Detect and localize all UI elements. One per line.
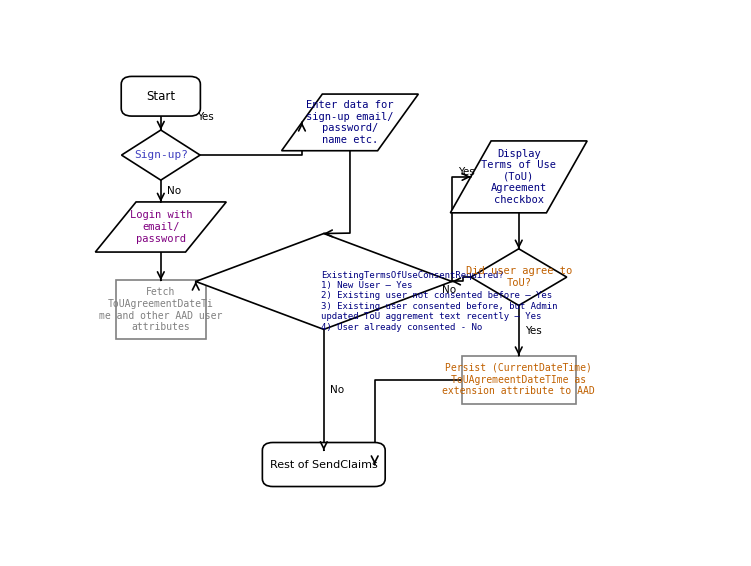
Polygon shape [451,141,587,213]
Polygon shape [95,202,226,252]
Text: Login with
email/
password: Login with email/ password [130,211,192,243]
FancyBboxPatch shape [262,443,385,487]
Polygon shape [471,249,567,306]
Text: Yes: Yes [524,325,541,336]
Text: Start: Start [146,90,176,103]
Text: No: No [167,186,181,196]
Text: ExistingTermsOfUseConsentRequired?
1) New User – Yes
2) Existing user not consen: ExistingTermsOfUseConsentRequired? 1) Ne… [321,271,557,332]
Text: Enter data for
sign-up email/
password/
name etc.: Enter data for sign-up email/ password/ … [306,100,394,145]
Text: No: No [330,385,344,395]
FancyBboxPatch shape [121,76,201,116]
Polygon shape [196,234,452,329]
Text: Yes: Yes [198,112,214,122]
Text: Yes: Yes [457,166,475,177]
Polygon shape [122,130,200,180]
Text: Persist (CurrentDateTime)
ToUAgremeentDateTIme as
extension attribute to AAD: Persist (CurrentDateTime) ToUAgremeentDa… [442,363,595,396]
Text: Fetch
ToUAgreementDateTi
me and other AAD user
attributes: Fetch ToUAgreementDateTi me and other AA… [99,288,222,332]
Text: Sign-up?: Sign-up? [134,150,188,160]
Text: No: No [442,285,456,295]
Text: Display
Terms of Use
(ToU)
Agreement
checkbox: Display Terms of Use (ToU) Agreement che… [481,149,556,205]
Polygon shape [282,94,418,151]
Text: Did user agree to
ToU?: Did user agree to ToU? [466,267,572,288]
Bar [116,280,206,339]
Bar [462,355,575,404]
Text: Rest of SendClaims: Rest of SendClaims [270,460,378,470]
